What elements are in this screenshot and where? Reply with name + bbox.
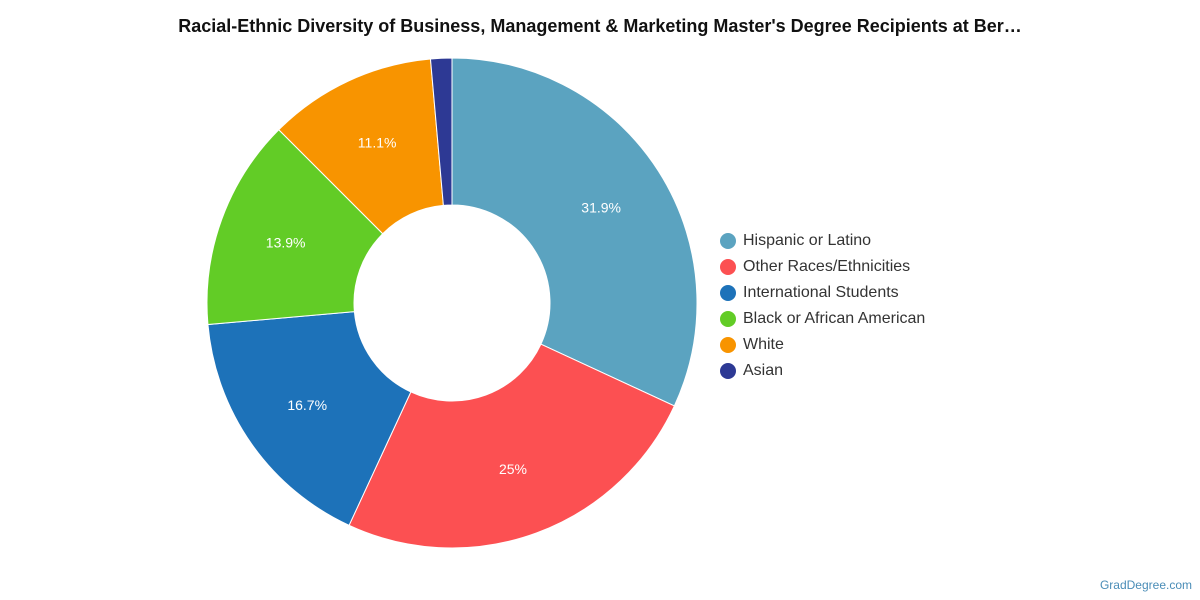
- legend-item[interactable]: Asian: [720, 358, 925, 384]
- legend-item[interactable]: Other Races/Ethnicities: [720, 254, 925, 280]
- slice-other-races-ethnicities[interactable]: [348, 343, 675, 549]
- legend-label: Asian: [743, 362, 784, 379]
- chart-legend: Hispanic or Latino Other Races/Ethnicitie…: [720, 228, 925, 384]
- legend-swatch: [720, 337, 736, 353]
- slice-label: 31.9%: [581, 200, 621, 216]
- legend-item[interactable]: International Students: [720, 280, 925, 306]
- legend-label: Other Races/Ethnicities: [743, 258, 911, 275]
- site-credit: GradDegree.com: [1099, 578, 1192, 592]
- slice-label: 25%: [499, 461, 527, 477]
- slice-label: 16.7%: [287, 397, 327, 413]
- legend-swatch: [720, 233, 736, 249]
- slice-asian[interactable]: [429, 57, 453, 206]
- legend-item[interactable]: Black or African American: [720, 306, 925, 332]
- legend-item[interactable]: Hispanic or Latino: [720, 228, 925, 254]
- chart-title: Racial-Ethnic Diversity of Business, Man…: [178, 16, 1022, 36]
- slice-label: 11.1%: [358, 135, 397, 151]
- slice-international-students[interactable]: [207, 311, 412, 526]
- legend-label: Black or African American: [743, 310, 926, 327]
- legend-swatch: [720, 259, 736, 275]
- legend-swatch: [720, 285, 736, 301]
- legend-label: International Students: [743, 284, 899, 301]
- slice-white[interactable]: [278, 58, 444, 235]
- slice-black-or-african-american[interactable]: [206, 129, 384, 326]
- legend-item[interactable]: White: [720, 332, 925, 358]
- legend-swatch: [720, 311, 736, 327]
- legend-swatch: [720, 363, 736, 379]
- legend-label: Hispanic or Latino: [743, 232, 872, 249]
- slice-hispanic-or-latino[interactable]: [451, 57, 698, 407]
- legend-label: White: [743, 336, 784, 353]
- slice-label: 13.9%: [266, 235, 306, 251]
